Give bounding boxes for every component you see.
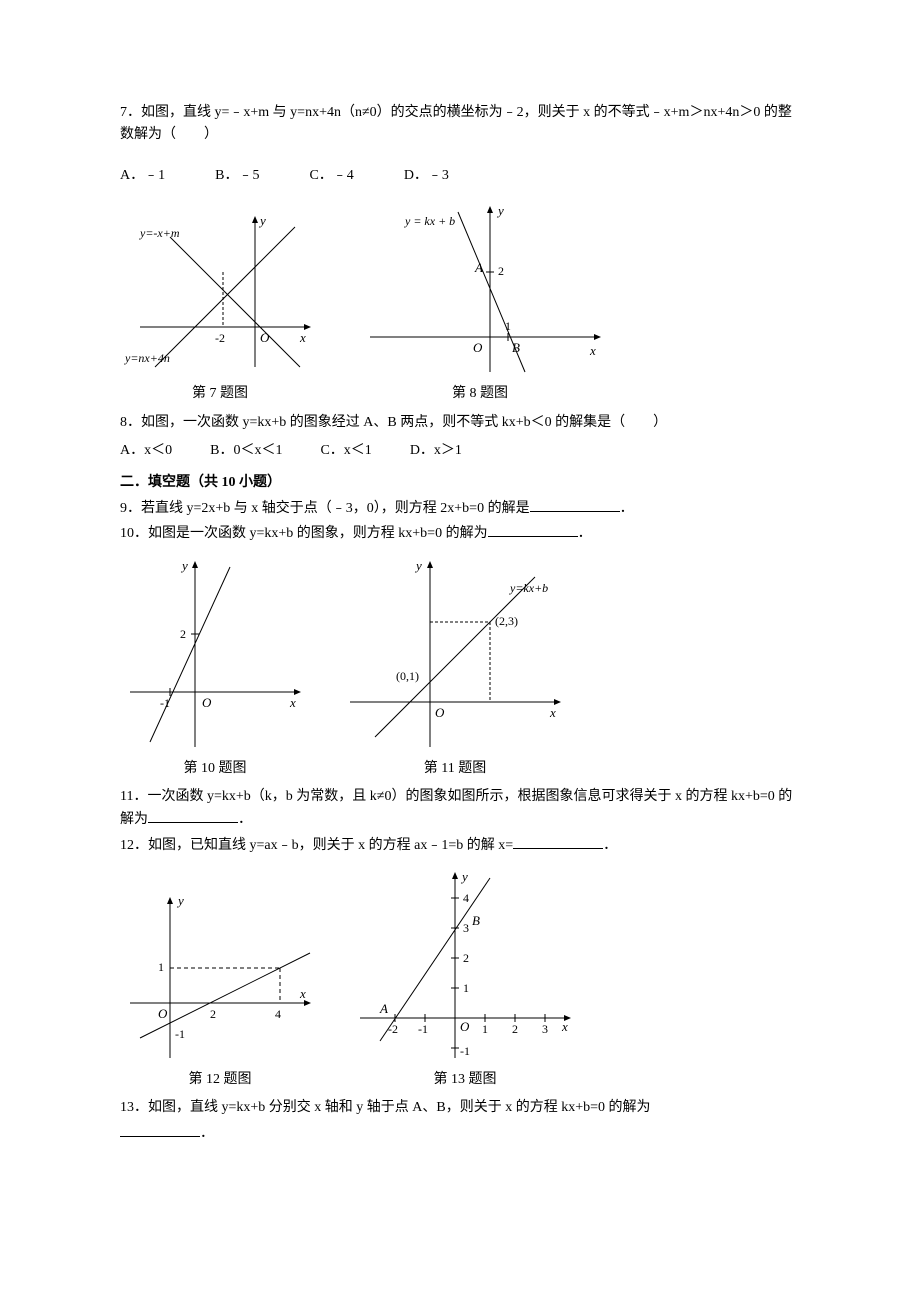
section2-header: 二．填空题（共 10 小题） [120, 472, 800, 494]
pt-a: A [474, 260, 483, 275]
pt-a-y: 2 [498, 264, 504, 278]
q8-opt-b: B．0＜x＜1 [210, 440, 282, 462]
axis-x-label: x [289, 695, 296, 710]
q11-blank [148, 808, 238, 823]
pt-b-x: 1 [505, 319, 511, 333]
svg-text:2: 2 [463, 951, 469, 965]
y-int-label: (0,1) [396, 669, 419, 683]
q7-opt-d: D．﹣3 [404, 165, 449, 187]
q13-text-b: ． [200, 1126, 214, 1141]
q11-figure: x y O y=kx+b (0,1) (2,3) [340, 552, 570, 752]
q11-text: 11．一次函数 y=kx+b（k，b 为常数，且 k≠0）的图象如图所示，根据图… [120, 786, 800, 832]
line-label: y = kx + b [404, 214, 455, 228]
y-intercept: 2 [180, 627, 186, 641]
q10-text-a: 10．如图是一次函数 y=kx+b 的图象，则方程 kx+b=0 的解为 [120, 526, 488, 541]
line-label: y=kx+b [509, 581, 548, 595]
axis-x-label: x [561, 1019, 568, 1034]
axis-x-label: x [549, 705, 556, 720]
axis-y-label: y [496, 203, 504, 218]
q8-text: 8．如图，一次函数 y=kx+b 的图象经过 A、B 两点，则不等式 kx+b＜… [120, 412, 800, 434]
origin-label: O [202, 695, 212, 710]
line1-label: y=-x+m [139, 226, 180, 240]
tick-yneg1: -1 [175, 1027, 185, 1041]
q7-opt-c: C．﹣4 [309, 165, 353, 187]
q7-opt-b: B．﹣5 [215, 165, 259, 187]
q7-figure: x y O -2 y=-x+m y=nx+4n [120, 197, 320, 377]
axis-y-label: y [180, 558, 188, 573]
q8-opt-c: C．x＜1 [320, 440, 371, 462]
q10-text-b: ． [578, 526, 592, 541]
q10-q11-figures: x y O 2 -1 x y O y=kx+b (0,1) (2,3) [120, 552, 800, 752]
axis-y-label: y [176, 893, 184, 908]
svg-text:3: 3 [542, 1022, 548, 1036]
q7-text: 7．如图，直线 y=﹣x+m 与 y=nx+4n（n≠0）的交点的横坐标为﹣2，… [120, 102, 800, 147]
q12-q13-figures: x y O 1 -1 2 4 x y O 1 2 3 4 -1 -2 -1 1 [120, 863, 800, 1063]
axis-x-label: x [589, 343, 596, 358]
pt-label: (2,3) [495, 614, 518, 628]
svg-text:1: 1 [482, 1022, 488, 1036]
origin-label: O [473, 340, 483, 355]
pt-a: A [379, 1001, 388, 1016]
svg-text:4: 4 [463, 891, 469, 905]
q10-text: 10．如图是一次函数 y=kx+b 的图象，则方程 kx+b=0 的解为 ． [120, 522, 800, 545]
q12-text: 12．如图，已知直线 y=ax﹣b，则关于 x 的方程 ax﹣1=b 的解 x=… [120, 834, 800, 857]
q10-caption: 第 10 题图 [120, 758, 310, 780]
q11-caption: 第 11 题图 [340, 758, 570, 780]
svg-text:-2: -2 [388, 1022, 398, 1036]
q7-q8-figures: x y O -2 y=-x+m y=nx+4n x y O y = kx + b… [120, 197, 800, 377]
q12-text-b: ． [603, 838, 617, 853]
q7-options: A．﹣1 B．﹣5 C．﹣4 D．﹣3 [120, 165, 800, 187]
tick-y1: 1 [158, 960, 164, 974]
q11-text-b: ． [238, 812, 252, 827]
q13-caption: 第 13 题图 [350, 1069, 580, 1091]
tick-x2: 2 [210, 1007, 216, 1021]
q9-text: 9．若直线 y=2x+b 与 x 轴交于点（﹣3，0），则方程 2x+b=0 的… [120, 497, 800, 520]
tick-neg2: -2 [215, 331, 225, 345]
q8-options: A．x＜0 B．0＜x＜1 C．x＜1 D．x＞1 [120, 440, 800, 462]
q7-caption: 第 7 题图 [120, 383, 320, 405]
pt-b: B [472, 913, 480, 928]
q9-text-a: 9．若直线 y=2x+b 与 x 轴交于点（﹣3，0），则方程 2x+b=0 的… [120, 501, 530, 516]
q13-blank-line: ． [120, 1122, 800, 1145]
q8-opt-d: D．x＞1 [410, 440, 462, 462]
q12-caption: 第 12 题图 [120, 1069, 320, 1091]
q12-figure: x y O 1 -1 2 4 [120, 883, 320, 1063]
q10-blank [488, 522, 578, 537]
x-intercept: -1 [160, 696, 170, 710]
axis-x-label: x [299, 986, 306, 1001]
q9-text-b: ． [620, 501, 634, 516]
origin-label: O [158, 1006, 168, 1021]
q12-text-a: 12．如图，已知直线 y=ax﹣b，则关于 x 的方程 ax﹣1=b 的解 x= [120, 838, 513, 853]
q13-blank [120, 1122, 200, 1137]
svg-text:1: 1 [463, 981, 469, 995]
line2-label: y=nx+4n [124, 351, 170, 365]
q8-figure: x y O y = kx + b A 2 1 B [350, 197, 610, 377]
q13-text-a: 13．如图，直线 y=kx+b 分别交 x 轴和 y 轴于点 A、B，则关于 x… [120, 1100, 651, 1115]
q12-blank [513, 834, 603, 849]
q10-figure: x y O 2 -1 [120, 552, 310, 752]
q9-blank [530, 497, 620, 512]
q13-figure: x y O 1 2 3 4 -1 -2 -1 1 2 3 A B [350, 863, 580, 1063]
q8-caption: 第 8 题图 [350, 383, 610, 405]
origin-label: O [460, 1019, 470, 1034]
q8-opt-a: A．x＜0 [120, 440, 172, 462]
q13-text: 13．如图，直线 y=kx+b 分别交 x 轴和 y 轴于点 A、B，则关于 x… [120, 1097, 800, 1119]
axis-x-label: x [299, 330, 306, 345]
axis-y-label: y [258, 213, 266, 228]
svg-text:-1: -1 [418, 1022, 428, 1036]
axis-y-label: y [414, 558, 422, 573]
origin-label: O [435, 705, 445, 720]
q7-opt-a: A．﹣1 [120, 165, 165, 187]
tick-x4: 4 [275, 1007, 281, 1021]
svg-text:2: 2 [512, 1022, 518, 1036]
svg-text:3: 3 [463, 921, 469, 935]
axis-y-label: y [460, 869, 468, 884]
svg-text:-1: -1 [460, 1044, 470, 1058]
pt-b: B [512, 340, 520, 355]
